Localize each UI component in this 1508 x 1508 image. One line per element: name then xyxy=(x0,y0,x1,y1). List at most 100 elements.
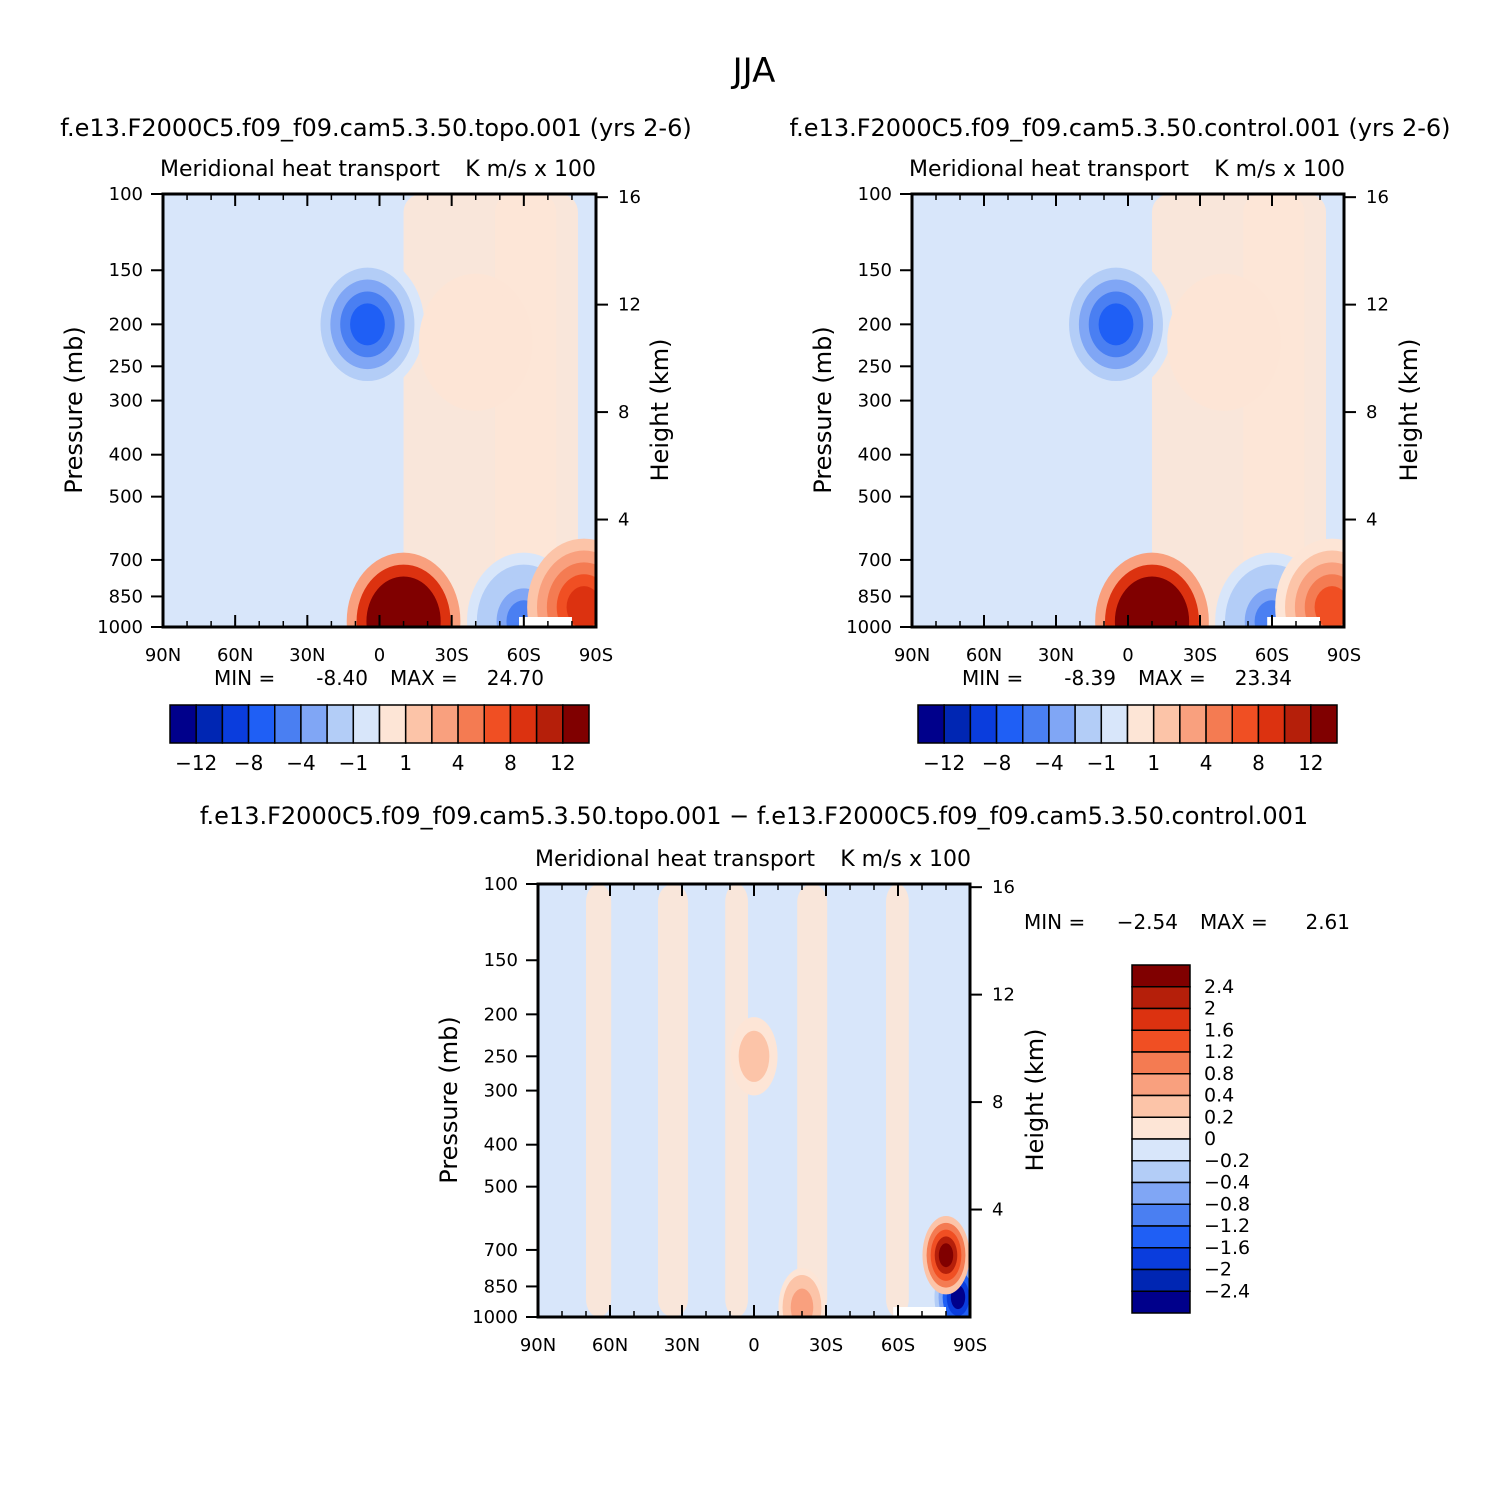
contour-level xyxy=(386,600,421,627)
y-axis: 100 150 200 250 300 400 500 700 850 1000 xyxy=(472,874,538,1328)
max-value: 24.70 xyxy=(487,666,544,690)
contour-level xyxy=(938,1243,954,1268)
y-right-tick-label: 12 xyxy=(1366,295,1389,316)
x-axis: 90N 60N 30N 0 30S 60S 90S xyxy=(145,194,613,666)
y-tick-label: 300 xyxy=(109,391,143,412)
colorbar-swatch xyxy=(1205,704,1233,744)
y-tick-label: 700 xyxy=(109,550,143,571)
colorbar-label: −0.8 xyxy=(1204,1193,1250,1215)
x-tick-label: 60S xyxy=(507,645,541,666)
contour-level xyxy=(1134,600,1170,627)
y-tick-label: 1000 xyxy=(97,617,143,638)
y-tick-label: 300 xyxy=(484,1081,518,1102)
y-axis-right-label: Height (km) xyxy=(646,339,674,482)
y-tick-label: 100 xyxy=(109,184,143,205)
y-tick-label: 400 xyxy=(858,445,892,466)
x-tick-label: 0 xyxy=(748,1335,759,1356)
y-right-tick-label: 4 xyxy=(992,1200,1003,1221)
x-tick-label: 0 xyxy=(1122,645,1133,666)
colorbar-label: 8 xyxy=(1252,751,1265,775)
colorbar-swatch xyxy=(1126,704,1155,744)
colorbar-label: −12 xyxy=(923,751,965,775)
panel-left-label: Meridional heat transport xyxy=(909,157,1189,182)
y-tick-label: 250 xyxy=(109,356,143,377)
panel-subtitle: f.e13.F2000C5.f09_f09.cam5.3.50.topo.001… xyxy=(60,114,691,142)
colorbar-swatch xyxy=(169,704,197,744)
colorbar-label: 4 xyxy=(452,751,465,775)
colorbar-label: 4 xyxy=(1200,751,1213,775)
y-right-tick-label: 8 xyxy=(992,1092,1003,1113)
y-tick-label: 400 xyxy=(484,1135,518,1156)
x-tick-label: 90N xyxy=(145,645,181,666)
colorbar-swatch xyxy=(1131,1290,1191,1314)
colorbar-label: −1.2 xyxy=(1204,1215,1250,1237)
contour-field xyxy=(163,194,596,627)
min-value: −2.54 xyxy=(1117,910,1178,934)
colorbar-swatch xyxy=(1100,704,1129,744)
x-tick-label: 0 xyxy=(374,645,385,666)
colorbar-label: 1 xyxy=(399,751,412,775)
colorbar: 2.421.61.20.80.40.20−0.2−0.4−0.8−1.2−1.6… xyxy=(1131,964,1250,1314)
y-tick-label: 1000 xyxy=(472,1307,518,1328)
missing-data xyxy=(893,1307,946,1317)
contour-level xyxy=(1098,303,1134,346)
min-value: -8.39 xyxy=(1064,666,1116,690)
colorbar-label: −12 xyxy=(175,751,217,775)
colorbar-label: 1.2 xyxy=(1204,1041,1234,1063)
x-tick-label: 30N xyxy=(289,645,325,666)
x-tick-label: 30S xyxy=(434,645,468,666)
y-right-tick-label: 16 xyxy=(992,877,1015,898)
y-axis-right: 16 12 8 4 xyxy=(970,877,1015,1221)
colorbar-swatch xyxy=(509,704,538,744)
y-tick-label: 850 xyxy=(109,586,143,607)
contour-level xyxy=(1206,321,1242,364)
y-tick-label: 850 xyxy=(484,1276,518,1297)
y-tick-label: 400 xyxy=(109,445,143,466)
colorbar-swatch xyxy=(483,704,512,744)
x-tick-label: 60S xyxy=(1255,645,1289,666)
x-tick-label: 60N xyxy=(217,645,253,666)
max-label: MAX = xyxy=(1200,910,1268,934)
missing-data xyxy=(519,617,572,627)
colorbar-swatch xyxy=(917,704,945,744)
main-title: JJA xyxy=(731,51,776,91)
colorbar-label: 2 xyxy=(1204,998,1216,1020)
y-axis-right: 16 12 8 4 xyxy=(596,187,641,531)
colorbar-swatch xyxy=(1131,1203,1191,1227)
colorbar-swatch xyxy=(300,704,328,744)
colorbar-label: 2.4 xyxy=(1204,976,1234,998)
max-value: 2.61 xyxy=(1305,910,1350,934)
colorbar-swatch xyxy=(562,704,590,744)
max-label: MAX = xyxy=(390,666,458,690)
colorbar-swatch xyxy=(1310,704,1338,744)
y-tick-label: 150 xyxy=(109,260,143,281)
colorbar-swatch xyxy=(1131,964,1191,988)
y-axis-right: 16 12 8 4 xyxy=(1344,187,1389,531)
y-right-tick-label: 8 xyxy=(618,402,629,423)
min-value: -8.40 xyxy=(316,666,368,690)
panel-difference: f.e13.F2000C5.f09_f09.cam5.3.50.topo.001… xyxy=(200,802,1350,1356)
contour-level xyxy=(1314,586,1344,627)
x-tick-label: 30N xyxy=(664,1335,700,1356)
colorbar-label: 0 xyxy=(1204,1128,1216,1150)
y-tick-label: 1000 xyxy=(846,617,892,638)
y-tick-label: 250 xyxy=(858,356,892,377)
y-tick-label: 300 xyxy=(858,391,892,412)
panel-left-label: Meridional heat transport xyxy=(160,157,440,182)
panel-right-label: K m/s x 100 xyxy=(840,847,971,872)
colorbar-swatch xyxy=(221,704,250,744)
colorbar-swatch xyxy=(1131,1138,1191,1162)
colorbar-swatch xyxy=(326,704,355,744)
colorbar: −12 −8 −4 −1 1 4 8 12 xyxy=(169,704,590,775)
colorbar-label: 12 xyxy=(1298,751,1323,775)
colorbar-swatch xyxy=(1131,1160,1191,1184)
colorbar-label: −2.4 xyxy=(1204,1280,1250,1302)
colorbar-swatch xyxy=(1022,704,1050,744)
colorbar-swatch xyxy=(1074,704,1103,744)
colorbar-swatch xyxy=(1131,1073,1191,1097)
y-tick-label: 700 xyxy=(484,1240,518,1261)
contour-level xyxy=(350,303,385,346)
colorbar-label: 12 xyxy=(550,751,575,775)
warm-band xyxy=(725,884,748,1317)
